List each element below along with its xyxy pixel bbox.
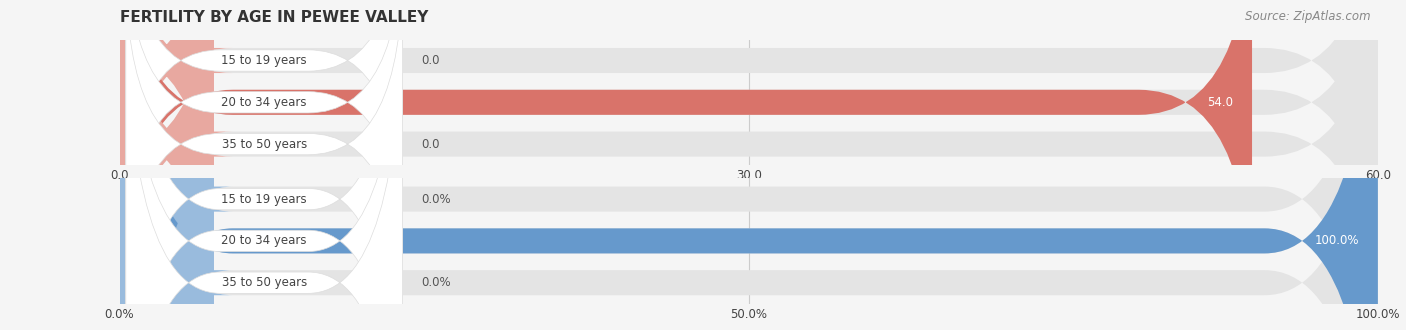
FancyBboxPatch shape: [120, 0, 1378, 274]
FancyBboxPatch shape: [125, 0, 402, 330]
Text: 15 to 19 years: 15 to 19 years: [221, 193, 307, 206]
FancyBboxPatch shape: [101, 0, 233, 274]
FancyBboxPatch shape: [125, 0, 402, 238]
Text: 54.0: 54.0: [1208, 96, 1233, 109]
FancyBboxPatch shape: [120, 0, 1251, 315]
FancyBboxPatch shape: [120, 0, 1378, 330]
FancyBboxPatch shape: [101, 0, 233, 330]
Text: 35 to 50 years: 35 to 50 years: [222, 138, 307, 150]
FancyBboxPatch shape: [125, 0, 402, 330]
Text: 0.0%: 0.0%: [422, 276, 451, 289]
Text: FERTILITY BY AGE IN PEWEE VALLEY: FERTILITY BY AGE IN PEWEE VALLEY: [120, 10, 427, 25]
Text: 20 to 34 years: 20 to 34 years: [222, 96, 307, 109]
Text: 0.0%: 0.0%: [422, 193, 451, 206]
FancyBboxPatch shape: [120, 0, 1378, 330]
Text: 20 to 34 years: 20 to 34 years: [222, 234, 307, 248]
Text: 35 to 50 years: 35 to 50 years: [222, 276, 307, 289]
Text: 0.0: 0.0: [422, 54, 440, 67]
Text: 100.0%: 100.0%: [1315, 234, 1360, 248]
Text: Source: ZipAtlas.com: Source: ZipAtlas.com: [1246, 10, 1371, 23]
FancyBboxPatch shape: [120, 0, 1378, 330]
FancyBboxPatch shape: [120, 0, 1378, 315]
FancyBboxPatch shape: [125, 0, 402, 321]
FancyBboxPatch shape: [125, 0, 402, 330]
FancyBboxPatch shape: [101, 0, 233, 330]
FancyBboxPatch shape: [101, 0, 233, 330]
FancyBboxPatch shape: [120, 0, 1378, 330]
Text: 0.0: 0.0: [422, 138, 440, 150]
FancyBboxPatch shape: [125, 0, 402, 280]
FancyBboxPatch shape: [120, 0, 1378, 330]
Text: 15 to 19 years: 15 to 19 years: [221, 54, 307, 67]
